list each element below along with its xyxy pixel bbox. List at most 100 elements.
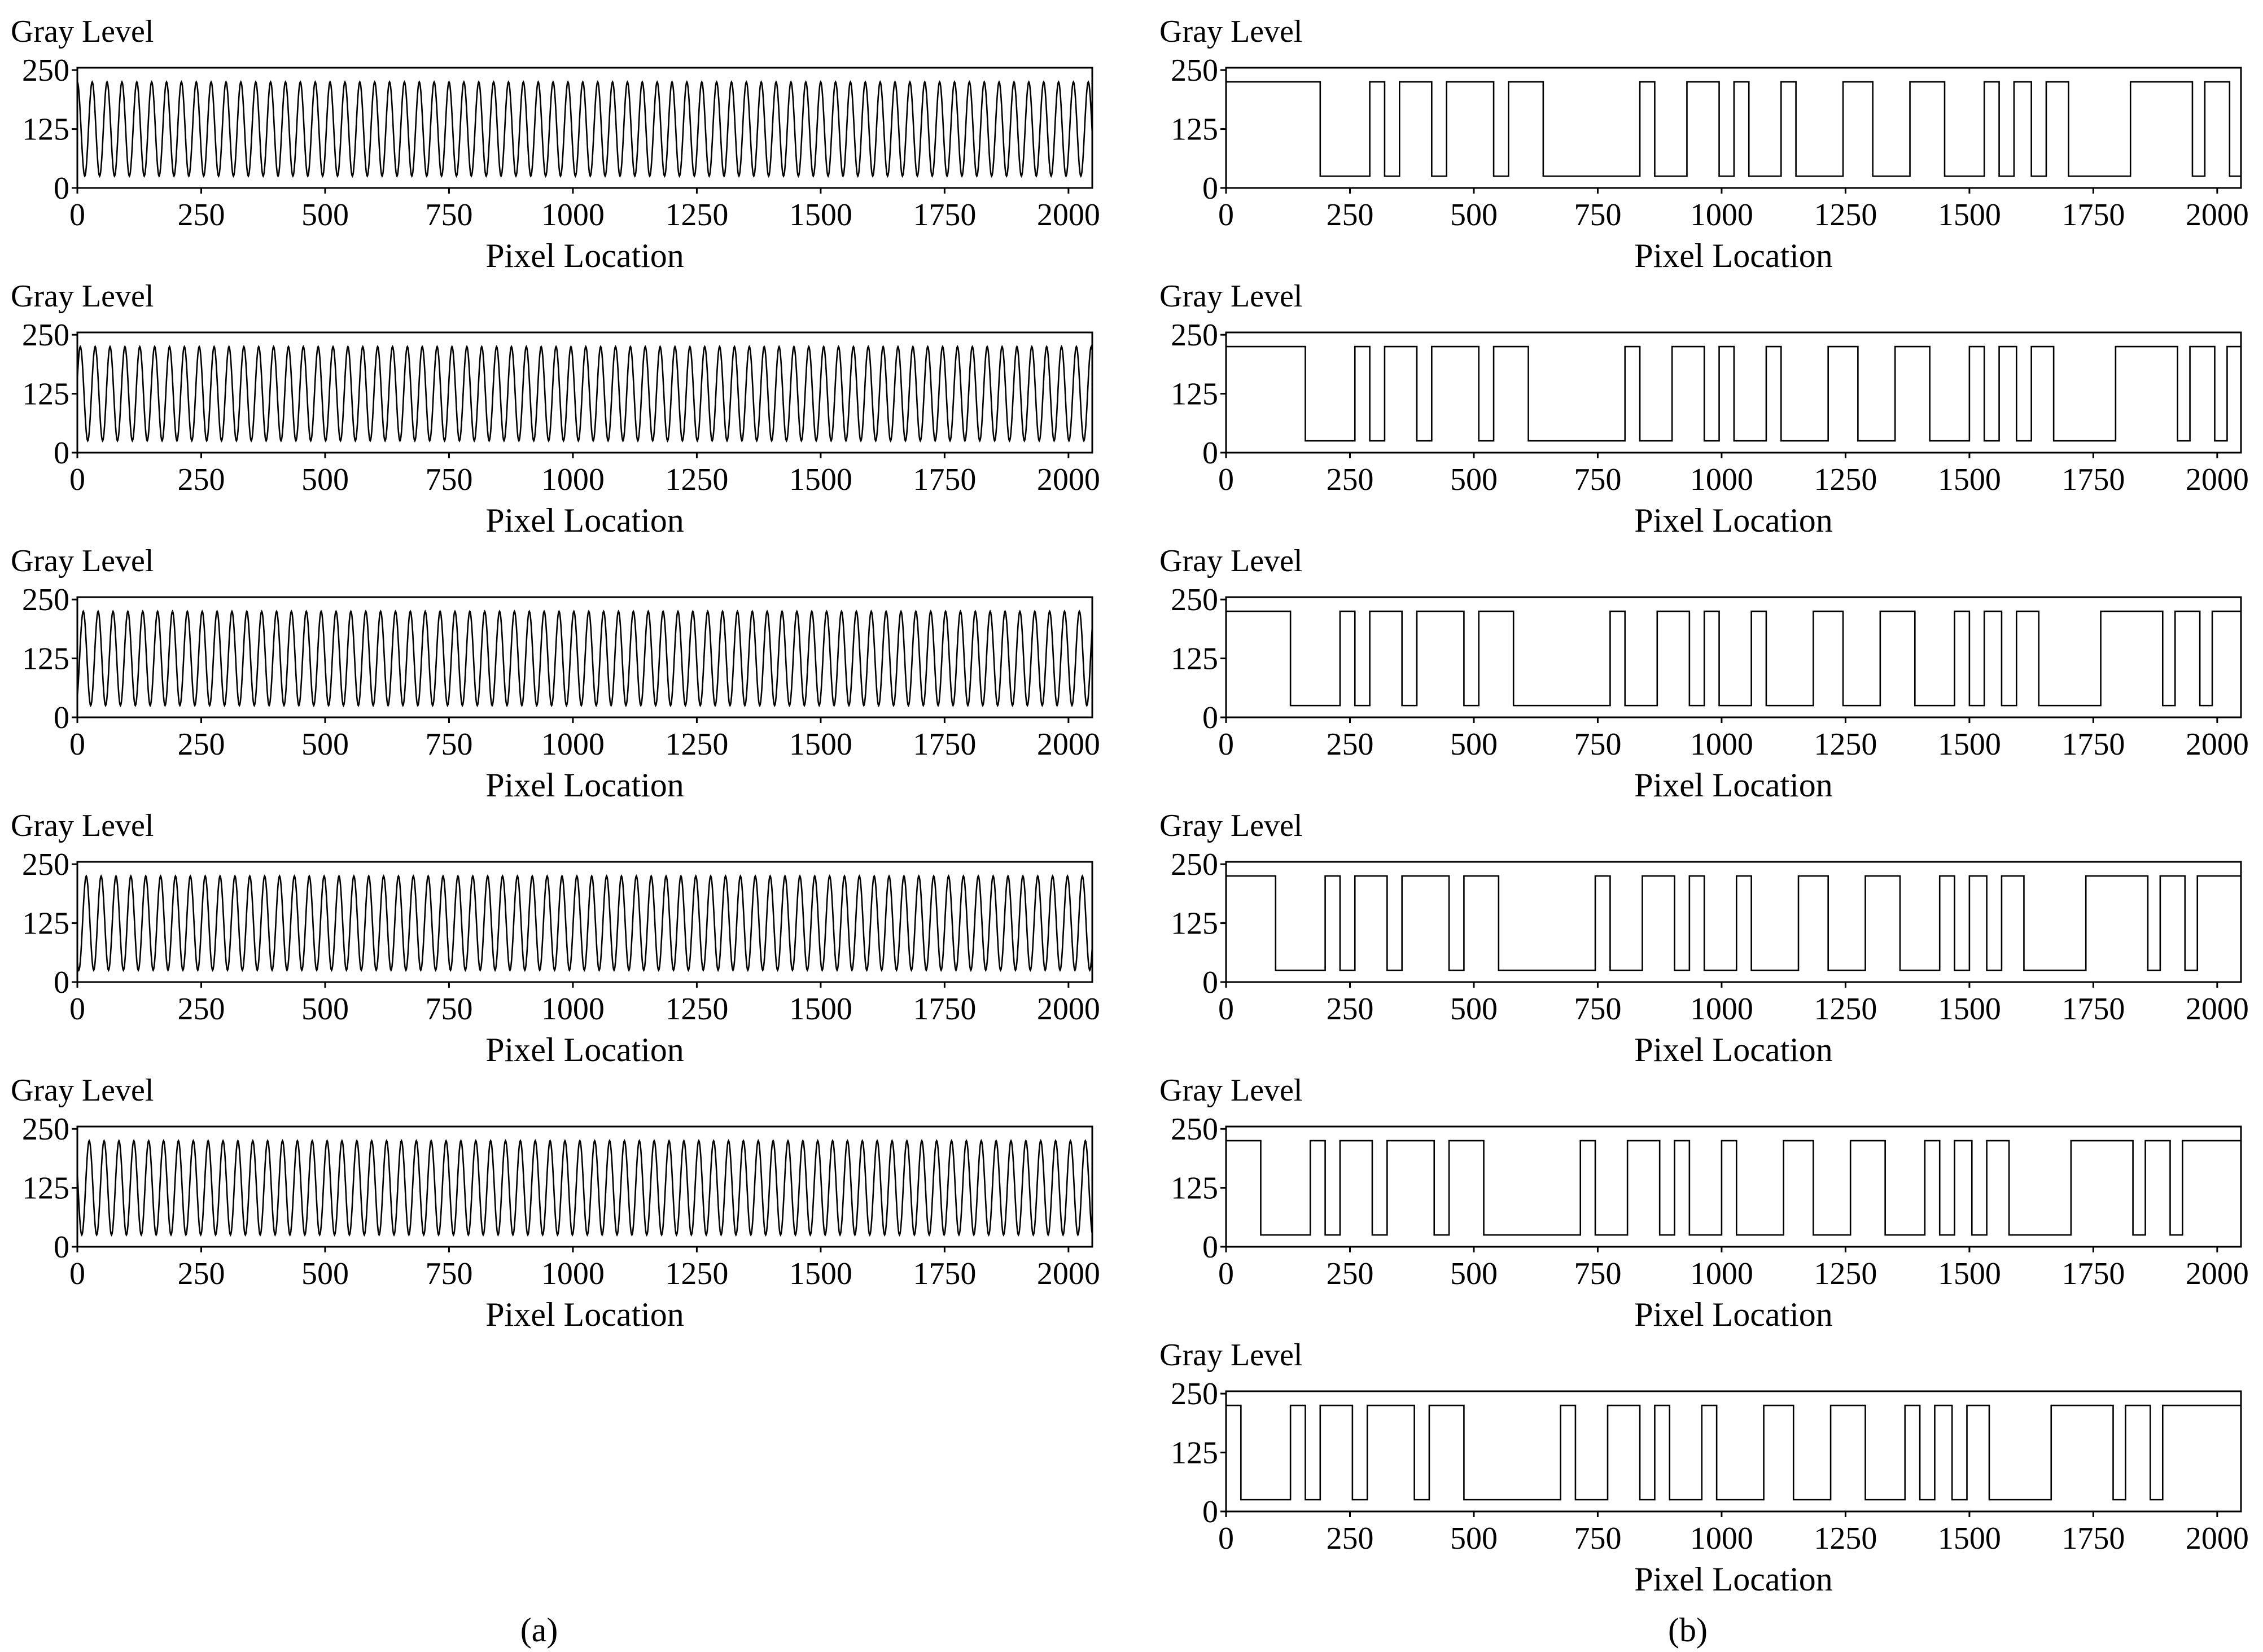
x-tick-label: 750 [1574,198,1621,233]
y-axis-label: Gray Level [1159,808,1302,843]
y-tick-label: 250 [1171,847,1218,882]
x-tick-label: 0 [69,198,85,233]
gray-level-trace [1226,345,2241,442]
x-tick-label: 500 [301,727,349,762]
x-tick-label: 0 [69,462,85,497]
x-tick-label: 500 [301,198,349,233]
x-tick-label: 1750 [2061,462,2125,497]
x-axis-label: Pixel Location [485,502,684,539]
chart-b4: Gray Level 0 125 250 0 250 500 750 1000 1250 1500 1… [1159,808,2249,1068]
plot-frame [1225,331,2242,454]
x-tick-label: 1250 [1814,462,1877,497]
chart-b1: Gray Level 0 125 250 0 250 500 750 1000 1250 1500 1… [1159,14,2249,274]
y-tick-label: 125 [1171,377,1218,412]
x-tick-label: 1750 [913,992,976,1027]
x-tick-label: 1750 [913,727,976,762]
x-tick-label: 0 [1218,198,1234,233]
x-axis-label: Pixel Location [485,1296,684,1333]
y-tick-label: 0 [54,965,69,1000]
y-tick-label: 250 [22,1112,69,1147]
x-tick-label: 1250 [1814,1521,1877,1556]
plot-frame [1225,861,2242,983]
y-tick-label: 250 [22,582,69,617]
x-tick-label: 1250 [665,1256,728,1291]
plot-frame [76,596,1093,718]
x-tick-label: 1000 [541,198,605,233]
x-tick-label: 500 [1450,198,1498,233]
gray-level-trace [1226,875,2241,971]
x-tick-label: 1750 [913,462,976,497]
y-axis-label: Gray Level [11,544,154,579]
chart-a2: Gray Level 0 125 250 0 250 500 750 1000 1250 1500 1… [11,279,1100,539]
y-tick-label: 125 [1171,906,1218,941]
x-tick-label: 750 [425,462,472,497]
x-axis-label: Pixel Location [485,1031,684,1068]
x-tick-label: 1500 [789,727,852,762]
plot-frame [1225,596,2242,718]
chart-a4: Gray Level 0 125 250 0 250 500 750 1000 1250 1500 1… [11,808,1100,1068]
x-tick-label: 250 [177,462,225,497]
x-tick-label: 1750 [913,198,976,233]
x-tick-label: 500 [1450,1521,1498,1556]
plot-frame [1225,1390,2242,1513]
y-tick-label: 0 [1202,700,1218,735]
x-tick-label: 1500 [789,198,852,233]
y-tick-label: 0 [54,171,69,206]
x-tick-label: 2000 [2186,1521,2249,1556]
x-tick-label: 1750 [2061,992,2125,1027]
chart-b6: Gray Level 0 125 250 0 250 500 750 1000 1250 1500 1… [1159,1338,2249,1598]
x-tick-label: 1250 [665,198,728,233]
y-tick-label: 125 [22,642,69,677]
x-tick-label: 0 [1218,1256,1234,1291]
x-tick-label: 2000 [1037,727,1100,762]
y-axis-label: Gray Level [1159,279,1302,314]
x-tick-label: 1250 [665,727,728,762]
x-tick-label: 2000 [1037,1256,1100,1291]
x-tick-label: 1000 [1690,1256,1753,1291]
x-tick-label: 1000 [1690,727,1753,762]
x-tick-label: 1500 [1938,1521,2001,1556]
y-tick-label: 125 [22,906,69,941]
gray-level-trace [1226,1404,2241,1501]
chart-b3: Gray Level 0 125 250 0 250 500 750 1000 1250 1500 1… [1159,544,2249,804]
x-tick-label: 500 [1450,992,1498,1027]
x-axis-label: Pixel Location [1634,237,1833,274]
x-tick-label: 500 [1450,1256,1498,1291]
x-tick-label: 250 [1326,992,1373,1027]
y-tick-label: 0 [1202,1230,1218,1265]
gray-level-trace [1226,610,2241,707]
x-tick-label: 250 [1326,1256,1373,1291]
gray-level-trace [1226,1140,2241,1236]
x-tick-label: 2000 [1037,198,1100,233]
y-tick-label: 0 [1202,436,1218,471]
x-tick-label: 750 [1574,462,1621,497]
x-tick-label: 250 [177,992,225,1027]
gray-level-trace [76,345,1093,443]
gray-level-trace [1226,81,2242,177]
y-tick-label: 125 [22,1171,69,1206]
x-tick-label: 1000 [541,992,605,1027]
x-tick-label: 1750 [2061,1256,2125,1291]
gray-level-trace [76,610,1093,708]
y-tick-label: 0 [1202,171,1218,206]
y-tick-label: 250 [1171,1377,1218,1412]
y-tick-label: 250 [1171,582,1218,617]
x-tick-label: 1250 [1814,198,1877,233]
y-tick-label: 250 [22,847,69,882]
x-tick-label: 1000 [541,727,605,762]
x-tick-label: 1000 [1690,198,1753,233]
gray-level-trace [76,1139,1093,1237]
x-tick-label: 250 [177,727,225,762]
x-tick-label: 0 [69,992,85,1027]
plot-frame [76,861,1093,983]
y-axis-label: Gray Level [1159,1073,1302,1108]
caption-a: (a) [520,1611,558,1649]
x-tick-label: 0 [1218,462,1234,497]
x-axis-label: Pixel Location [485,766,684,804]
x-tick-label: 1000 [1690,992,1753,1027]
gray-level-trace [76,874,1093,972]
x-axis-label: Pixel Location [1634,766,1833,804]
x-tick-label: 1250 [1814,992,1877,1027]
